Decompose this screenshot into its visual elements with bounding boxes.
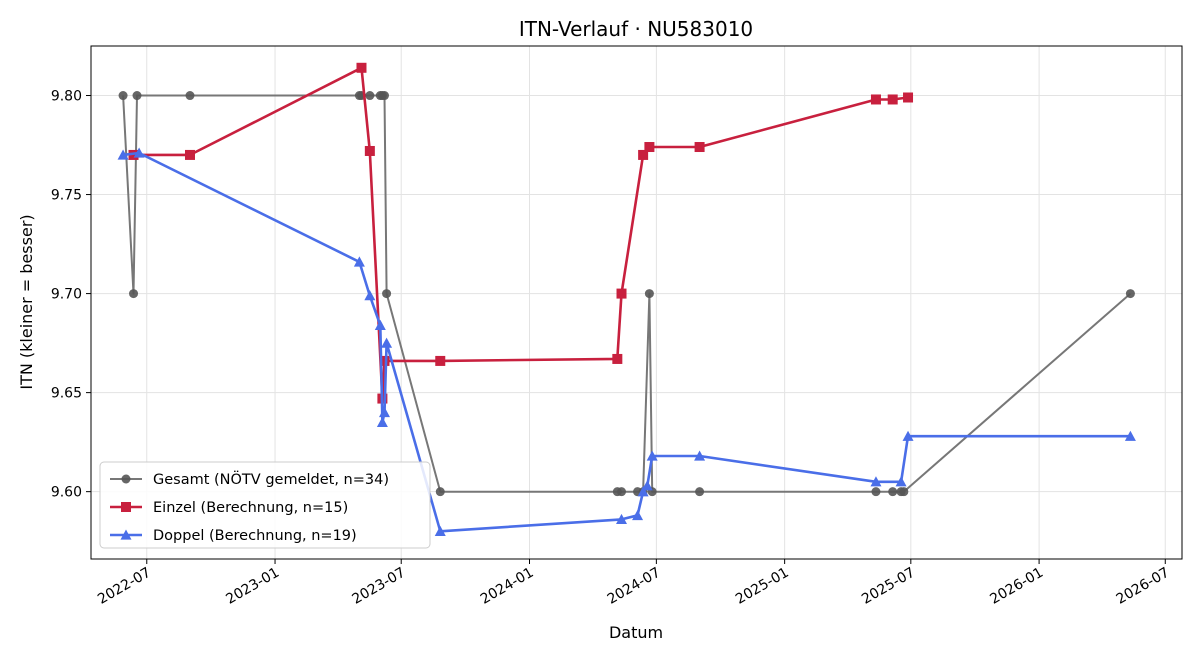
data-point-doppel xyxy=(632,509,644,521)
data-point-einzel xyxy=(379,355,390,366)
data-point-doppel xyxy=(902,430,914,441)
data-point-doppel xyxy=(1124,430,1136,441)
x-tick-label: 2024-07 xyxy=(605,565,664,608)
data-point-gesamt xyxy=(129,289,139,299)
series-layer xyxy=(117,62,1136,536)
plot-frame xyxy=(90,45,1183,560)
series-gesamt xyxy=(118,91,1135,497)
x-tick-label: 2024-01 xyxy=(478,565,537,608)
x-tick-label: 2026-07 xyxy=(1114,565,1173,608)
y-tick-label: 9.80 xyxy=(51,89,82,105)
data-point-gesamt xyxy=(435,487,445,497)
data-point-einzel xyxy=(870,94,881,105)
data-point-doppel xyxy=(895,476,907,487)
data-point-gesamt xyxy=(132,91,142,101)
data-point-einzel xyxy=(184,149,195,160)
y-axis-label: ITN (kleiner = besser) xyxy=(17,214,36,389)
data-point-doppel xyxy=(694,450,706,461)
x-axis-label: Datum xyxy=(609,623,663,642)
data-point-gesamt xyxy=(617,487,627,497)
data-point-einzel xyxy=(644,142,655,153)
data-point-doppel xyxy=(378,406,390,418)
data-point-gesamt xyxy=(871,487,881,497)
data-point-einzel xyxy=(694,142,705,153)
data-point-gesamt xyxy=(118,91,128,101)
data-point-einzel xyxy=(612,353,623,364)
y-axis: 9.60 9.65 9.70 9.75 9.80 xyxy=(51,89,91,501)
data-point-doppel xyxy=(353,256,365,267)
data-point-doppel xyxy=(637,486,649,497)
data-point-doppel xyxy=(364,290,376,301)
legend-box xyxy=(99,461,431,549)
y-tick-label: 9.70 xyxy=(51,287,82,303)
data-point-doppel xyxy=(616,513,628,525)
series-einzel xyxy=(128,62,914,404)
legend-marker-doppel xyxy=(120,529,132,540)
y-tick-label: 9.60 xyxy=(51,485,82,501)
x-tick-label: 2023-01 xyxy=(223,565,282,608)
legend-label-doppel: Doppel (Berechnung, n=19) xyxy=(153,528,357,544)
x-axis: 2022-07 2023-01 2023-07 2024-01 2024-07 2025-… xyxy=(95,559,1172,608)
data-point-doppel xyxy=(646,450,658,461)
data-point-gesamt xyxy=(365,91,375,101)
data-point-doppel xyxy=(381,337,393,348)
x-tick-label: 2026-01 xyxy=(987,565,1046,608)
data-point-gesamt xyxy=(644,289,654,299)
data-point-einzel xyxy=(435,355,446,366)
series-line-einzel xyxy=(133,66,909,400)
y-tick-label: 9.75 xyxy=(51,188,82,204)
data-point-doppel xyxy=(641,480,653,491)
data-point-gesamt xyxy=(1125,289,1135,299)
data-point-doppel xyxy=(133,147,145,158)
legend-label-einzel: Einzel (Berechnung, n=15) xyxy=(153,500,348,516)
y-tick-label: 9.65 xyxy=(51,386,82,402)
data-point-gesamt xyxy=(379,91,389,101)
x-tick-label: 2025-01 xyxy=(733,565,792,608)
legend-label-gesamt: Gesamt (NÖTV gemeldet, n=34) xyxy=(153,470,389,488)
data-point-einzel xyxy=(903,92,914,103)
data-point-doppel xyxy=(117,149,129,160)
data-point-einzel xyxy=(638,149,649,160)
x-tick-label: 2023-07 xyxy=(350,565,409,608)
x-tick-label: 2022-07 xyxy=(95,565,154,608)
series-doppel xyxy=(117,147,1136,536)
data-point-doppel xyxy=(434,525,446,536)
legend-marker-gesamt xyxy=(121,474,131,484)
data-point-gesamt xyxy=(899,487,909,497)
data-point-gesamt xyxy=(695,487,705,497)
data-point-einzel xyxy=(887,94,898,105)
data-point-doppel xyxy=(376,416,388,428)
data-point-gesamt xyxy=(888,487,898,497)
data-point-doppel xyxy=(374,319,386,330)
data-point-gesamt xyxy=(185,91,195,101)
data-point-einzel xyxy=(364,145,375,156)
legend: Gesamt (NÖTV gemeldet, n=34) Einzel (Bere… xyxy=(99,461,431,549)
legend-marker-einzel xyxy=(121,502,131,512)
data-point-doppel xyxy=(870,476,882,487)
data-point-einzel xyxy=(616,288,627,299)
data-point-gesamt xyxy=(382,289,392,299)
data-point-einzel xyxy=(356,62,367,73)
x-tick-label: 2025-07 xyxy=(859,565,918,608)
chart-title: ITN-Verlauf · NU583010 xyxy=(519,17,753,41)
